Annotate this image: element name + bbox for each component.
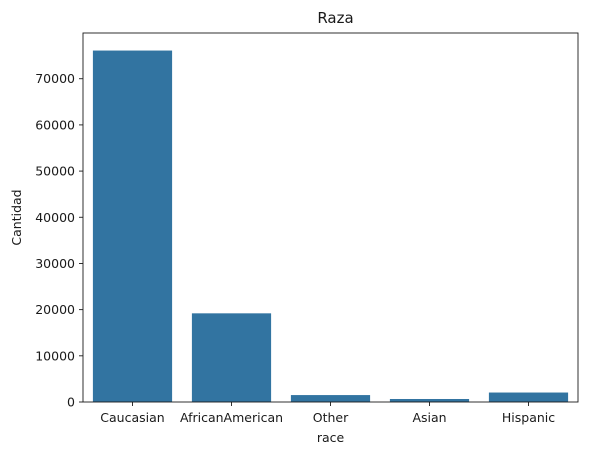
y-tick-label: 20000 (35, 302, 75, 317)
x-tick-label: Caucasian (100, 410, 164, 425)
plot-frame (82, 32, 579, 403)
x-tick-label: Other (313, 410, 349, 425)
y-axis-label: Cantidad (9, 189, 24, 245)
x-axis-label: race (317, 430, 345, 445)
y-tick-label: 70000 (35, 71, 75, 86)
x-axis-ticks: Caucasian AfricanAmerican Other Asian Hispan… (100, 402, 555, 425)
x-tick-label: Hispanic (502, 410, 555, 425)
y-tick-label: 40000 (35, 210, 75, 225)
y-tick-label: 0 (67, 395, 75, 410)
bar-other (290, 395, 371, 402)
bar-caucasian (92, 50, 173, 402)
x-tick-label: AfricanAmerican (180, 410, 283, 425)
y-tick-label: 60000 (35, 117, 75, 132)
bar-hispanic (488, 392, 569, 402)
x-tick-label: Asian (412, 410, 446, 425)
y-tick-label: 10000 (35, 348, 75, 363)
chart-title: Raza (317, 9, 353, 27)
bar-africanamerican (191, 313, 272, 402)
y-tick-label: 30000 (35, 256, 75, 271)
y-tick-label: 50000 (35, 164, 75, 179)
y-axis-ticks: 0 10000 20000 30000 40000 50000 60000 70000 (35, 71, 83, 410)
bars-group (92, 50, 569, 402)
bar-asian (389, 398, 470, 402)
